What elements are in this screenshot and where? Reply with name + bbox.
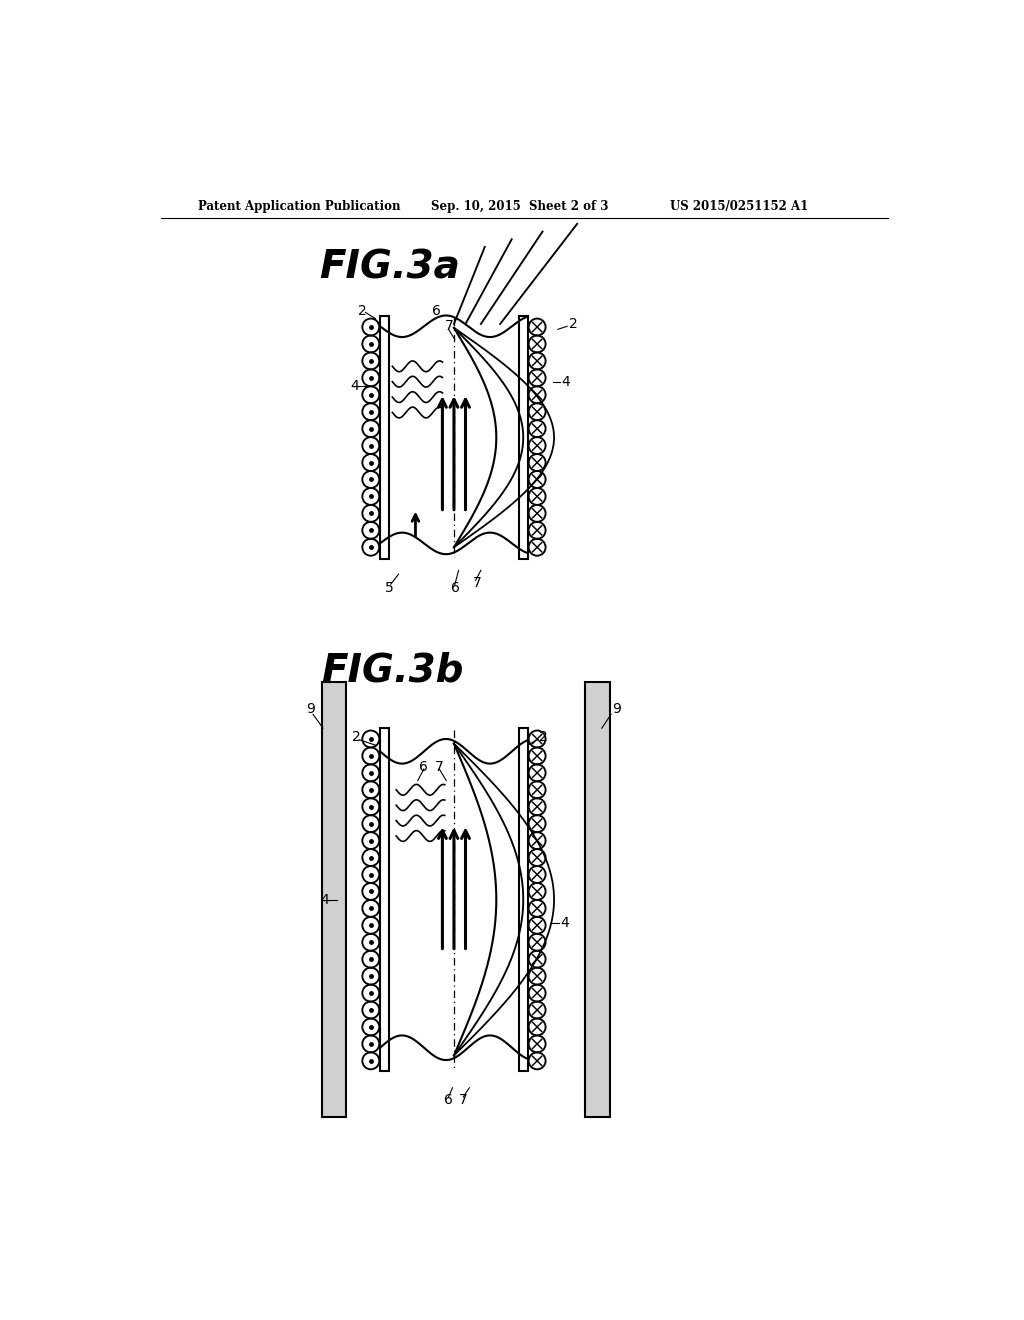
Text: 4: 4 — [562, 375, 570, 388]
Text: 4: 4 — [319, 892, 329, 907]
Text: 7: 7 — [444, 319, 454, 333]
Text: 6: 6 — [451, 581, 460, 595]
Text: FIG.3a: FIG.3a — [319, 248, 460, 286]
Text: 9: 9 — [611, 702, 621, 715]
Bar — [518, 729, 528, 1071]
Text: 4: 4 — [560, 916, 569, 929]
Text: 4: 4 — [351, 379, 359, 392]
Text: 9: 9 — [306, 702, 315, 715]
Text: 5: 5 — [385, 581, 393, 595]
Text: 7: 7 — [460, 1093, 468, 1107]
Text: FIG.3b: FIG.3b — [322, 652, 464, 689]
Text: 6: 6 — [444, 1093, 453, 1107]
Text: 2: 2 — [352, 730, 361, 744]
Bar — [380, 317, 389, 558]
Text: 6: 6 — [419, 760, 428, 774]
Text: 7: 7 — [472, 577, 481, 590]
Bar — [380, 729, 389, 1071]
Text: 6: 6 — [432, 304, 441, 318]
Text: 7: 7 — [435, 760, 443, 774]
Bar — [585, 682, 609, 1117]
Text: 2: 2 — [357, 304, 367, 318]
Bar — [518, 317, 528, 558]
Text: 2: 2 — [569, 317, 579, 331]
Text: Patent Application Publication: Patent Application Publication — [199, 199, 400, 213]
Text: 2: 2 — [539, 730, 548, 744]
Text: US 2015/0251152 A1: US 2015/0251152 A1 — [670, 199, 808, 213]
Bar — [322, 682, 346, 1117]
Text: Sep. 10, 2015  Sheet 2 of 3: Sep. 10, 2015 Sheet 2 of 3 — [431, 199, 608, 213]
